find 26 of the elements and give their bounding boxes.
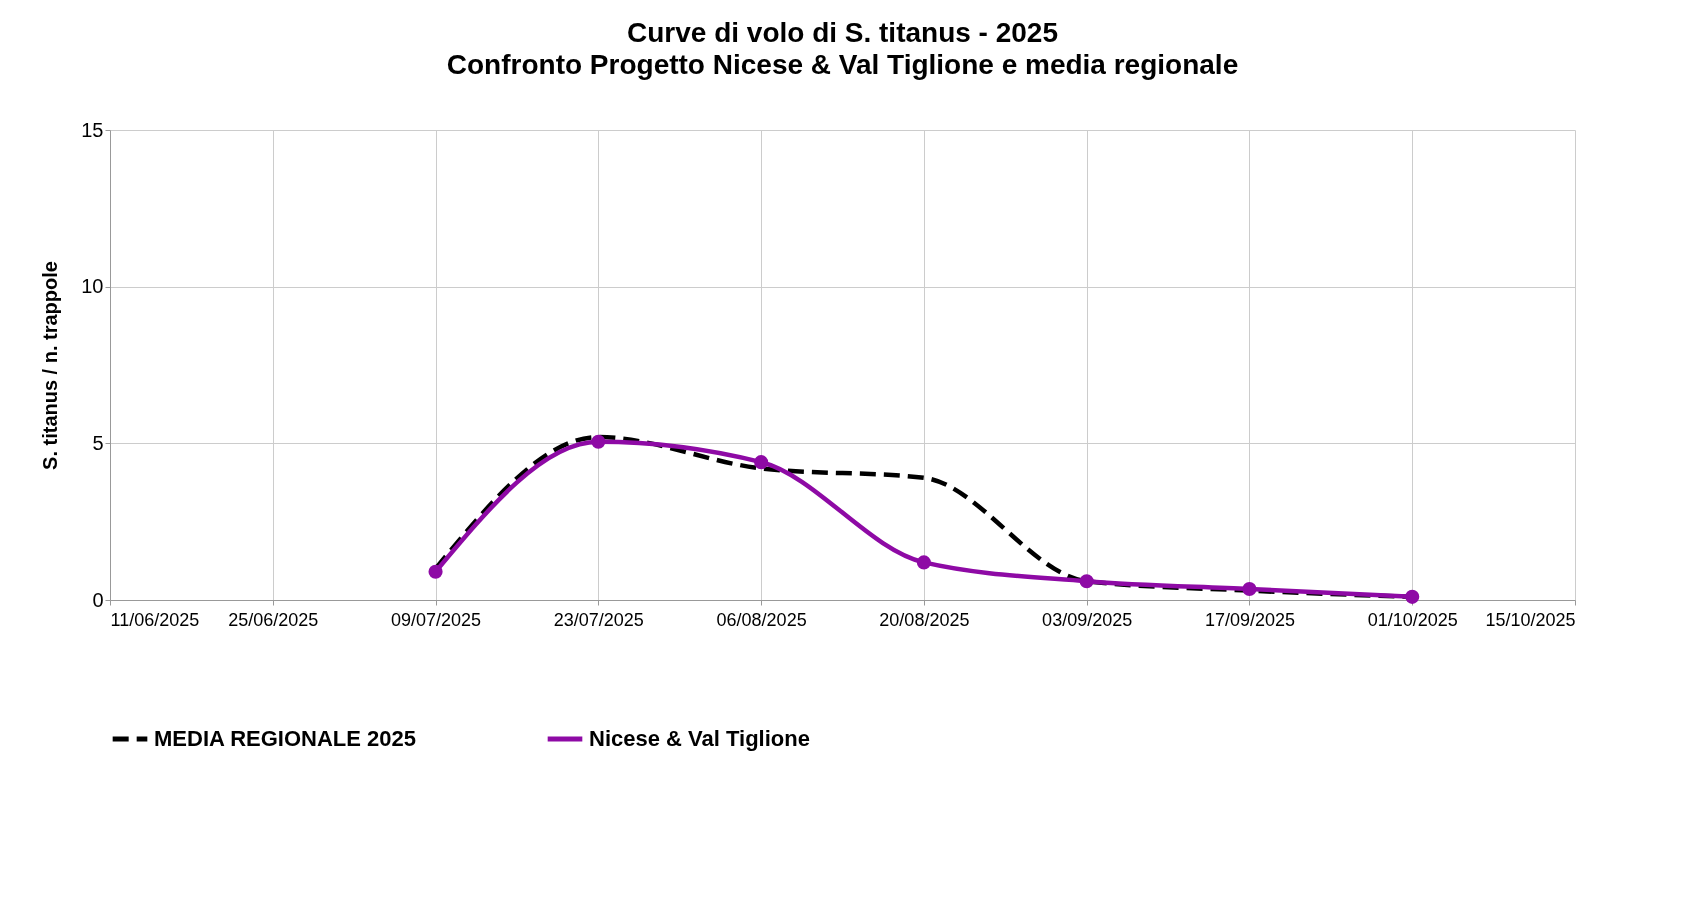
x-tick-label: 09/07/2025 [391,609,482,630]
x-tick-label: 15/10/2025 [1485,609,1576,630]
x-tick-label: 17/09/2025 [1204,609,1295,630]
x-tick-label: 23/07/2025 [553,609,644,630]
point [1405,589,1420,604]
point [591,434,606,449]
y-tick-label: 5 [92,431,104,454]
x-tick-label: 06/08/2025 [716,609,807,630]
chart-subtitle: Confronto Progetto Nicese & Val Tiglione e media regionale [446,49,1239,80]
chart-title: Curve di volo di S. titanus - 2025 [627,17,1058,48]
point [754,455,769,470]
x-tick-label: 20/08/2025 [879,609,970,630]
y-tick-label: 15 [81,118,104,141]
point [916,555,931,570]
x-tick-label: 01/10/2025 [1367,609,1458,630]
y-tick-label: 10 [81,275,104,298]
legend-label: MEDIA REGIONALE 2025 [154,726,417,751]
x-tick-label: 03/09/2025 [1042,609,1133,630]
point [1079,574,1094,589]
y-tick-label: 0 [92,588,104,611]
point [428,564,443,579]
x-tick-label: 11/06/2025 [110,609,200,630]
x-tick-label: 25/06/2025 [228,609,319,630]
legend-label: Nicese & Val Tiglione [589,726,810,751]
point [1242,581,1257,597]
y-axis-title: S. titanus / n. trappole [39,261,62,470]
